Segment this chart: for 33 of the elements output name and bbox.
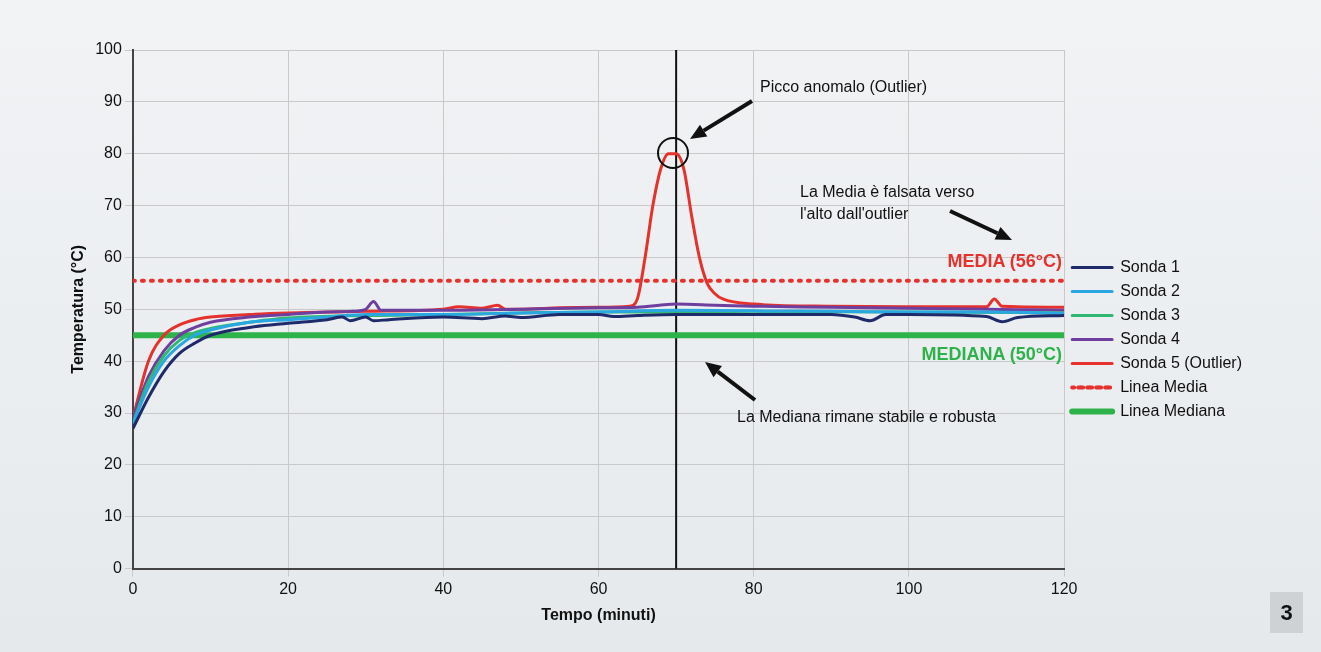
legend-label: Sonda 5 (Outlier) [1120, 353, 1243, 371]
x-tick-label: 100 [895, 579, 923, 597]
annotation: La Mediana rimane stabile e robusta [737, 408, 996, 426]
annotation: La Media è falsata verso l'alto dall'outlier [800, 183, 975, 223]
y-tick-label: 100 [95, 40, 122, 58]
x-tick-label: 0 [128, 579, 138, 597]
legend-label: Sonda 4 [1120, 329, 1180, 347]
y-tick-label: 0 [112, 559, 122, 577]
y-tick-label: 10 [104, 507, 122, 525]
x-tick-label: 20 [279, 579, 298, 597]
y-axis-title: Temperatura (°C) [69, 244, 87, 374]
annotation: MEDIANA (50°C) [921, 343, 1062, 364]
y-tick-label: 90 [104, 92, 122, 110]
x-axis-title: Tempo (minuti) [541, 605, 656, 623]
x-tick-label: 60 [589, 579, 608, 597]
legend-label: Sonda 1 [1120, 257, 1180, 275]
annotation: MEDIA (56°C) [947, 250, 1062, 271]
y-tick-label: 50 [104, 299, 122, 317]
annotation: Picco anomalo (Outlier) [760, 78, 928, 96]
legend-label: Sonda 3 [1120, 305, 1180, 323]
y-tick-label: 70 [104, 195, 122, 213]
legend-label: Sonda 2 [1120, 281, 1180, 299]
x-tick-label: 120 [1050, 579, 1078, 597]
y-tick-label: 40 [104, 351, 122, 369]
y-tick-label: 80 [104, 144, 122, 162]
y-tick-label: 20 [104, 455, 122, 473]
y-tick-label: 30 [104, 403, 122, 421]
text: 3 [1270, 592, 1303, 633]
legend-label: Linea Media [1120, 377, 1208, 395]
legend-label: Linea Mediana [1120, 401, 1226, 419]
x-tick-label: 40 [434, 579, 453, 597]
y-tick-label: 60 [104, 247, 122, 265]
x-tick-label: 80 [744, 579, 763, 597]
